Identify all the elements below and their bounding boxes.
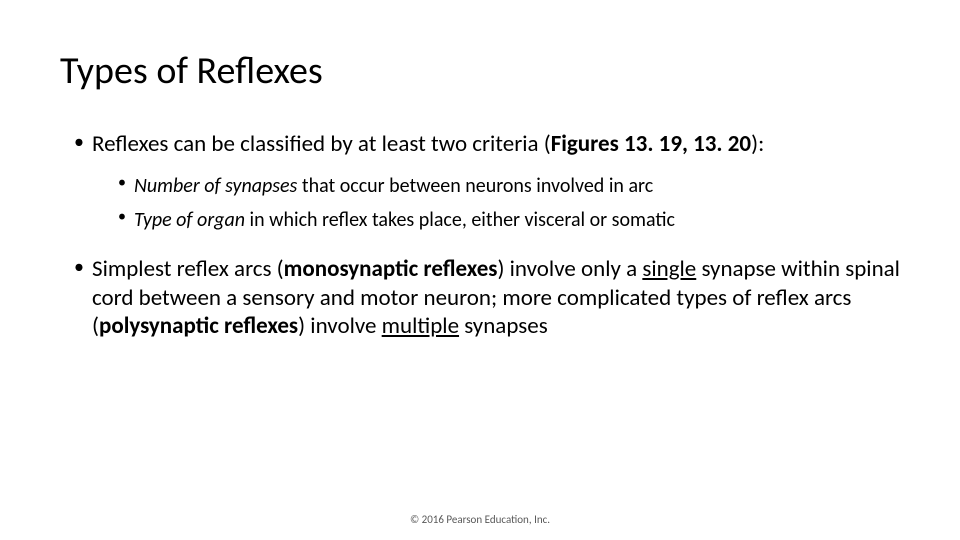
text-criteria-suffix: ): <box>751 130 764 158</box>
text-polysynaptic: polysynaptic reflexes <box>99 312 298 340</box>
bullet-organ: Type of organ in which reflex takes plac… <box>118 207 900 233</box>
text-p2: ) involve only a <box>497 255 642 283</box>
bullet-list-level1: Reflexes can be classified by at least t… <box>60 130 900 341</box>
text-criteria-prefix: Reflexes can be classified by at least t… <box>92 130 551 158</box>
text-multiple: multiple <box>382 312 459 340</box>
text-organ-italic: Type of organ <box>134 208 245 232</box>
slide-content: Types of Reflexes Reflexes can be classi… <box>0 0 960 341</box>
bullet-list-level2: Number of synapses that occur between ne… <box>92 173 900 233</box>
text-organ-rest: in which reflex takes place, either visc… <box>245 208 675 232</box>
text-figure-ref: Figures 13. 19, 13. 20 <box>551 130 751 158</box>
slide-title: Types of Reflexes <box>60 48 900 94</box>
bullet-synapses: Number of synapses that occur between ne… <box>118 173 900 199</box>
text-synapses-italic: Number of synapses <box>134 174 297 198</box>
text-single: single <box>642 255 696 283</box>
text-p5: synapses <box>459 312 548 340</box>
bullet-criteria: Reflexes can be classified by at least t… <box>74 130 900 233</box>
text-synapses-rest: that occur between neurons involved in a… <box>297 174 653 198</box>
copyright-text: © 2016 Pearson Education, Inc. <box>0 513 960 526</box>
text-monosynaptic: monosynaptic reflexes <box>284 255 498 283</box>
text-p4: ) involve <box>298 312 382 340</box>
text-p1: Simplest reflex arcs ( <box>92 255 284 283</box>
bullet-simplest: Simplest reflex arcs (monosynaptic refle… <box>74 255 900 341</box>
